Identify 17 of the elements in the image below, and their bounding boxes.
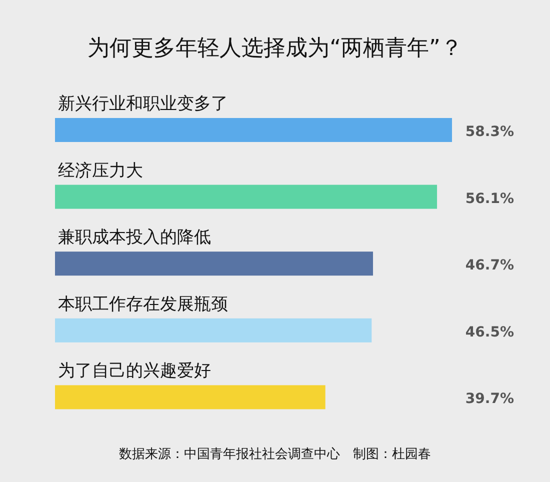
data-label: 39.7% xyxy=(465,391,514,408)
bar xyxy=(55,385,326,410)
y-tick-label: 经济压力大 xyxy=(58,160,143,181)
data-label: 58.3% xyxy=(465,124,514,140)
data-label: 46.5% xyxy=(465,324,514,340)
bar xyxy=(55,184,438,209)
y-tick-label: 兼职成本投入的降低 xyxy=(58,228,211,248)
source-note: 数据来源：中国青年报社社会调查中心 制图：杜园春 xyxy=(119,446,431,462)
y-tick-label: 为了自己的兴趣爱好 xyxy=(58,361,211,382)
data-label: 56.1% xyxy=(465,190,514,207)
data-label: 46.7% xyxy=(465,258,514,274)
y-tick-label: 新兴行业和职业变多了 xyxy=(58,94,228,114)
bar xyxy=(55,318,372,342)
y-tick-label: 本职工作存在发展瓶颈 xyxy=(58,294,228,314)
chart-title: 为何更多年轻人选择成为“两栖青年”？ xyxy=(88,36,462,61)
bar xyxy=(55,252,374,276)
bar xyxy=(55,118,452,142)
